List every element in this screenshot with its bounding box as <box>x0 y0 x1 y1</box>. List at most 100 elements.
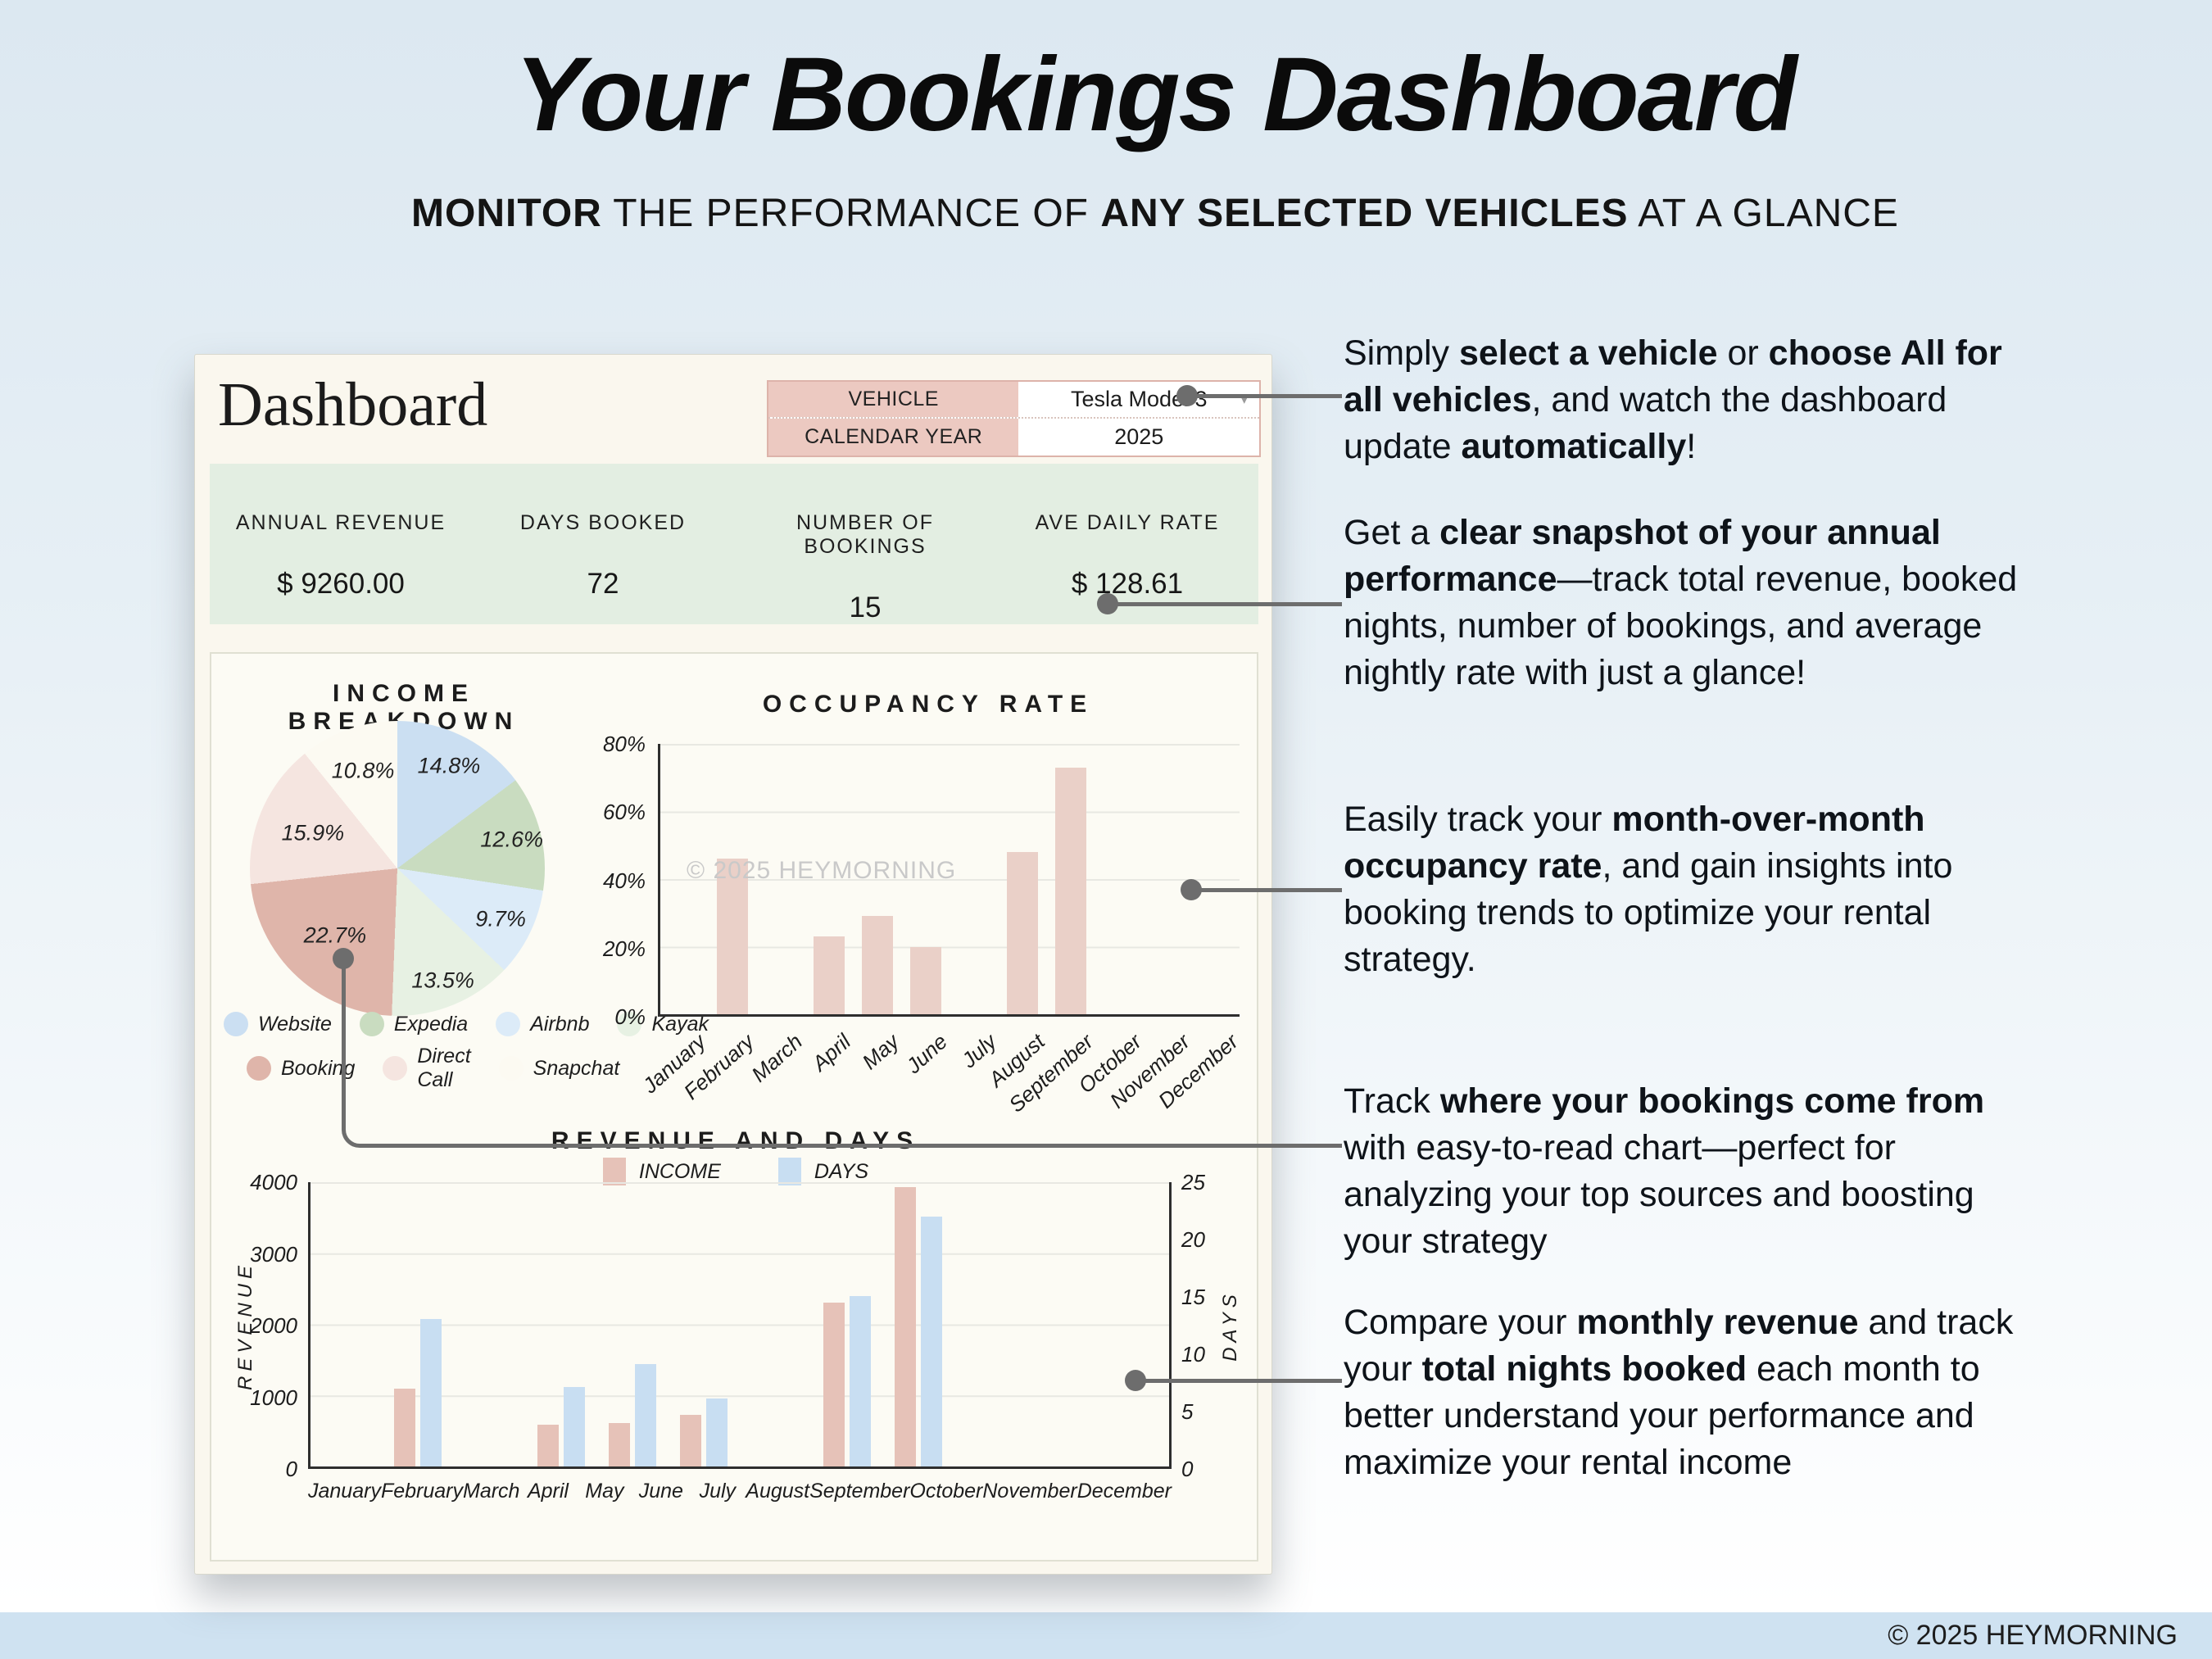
footer-copyright: © 2025 HEYMORNING <box>1888 1620 2178 1651</box>
revenue-xlabel-june: June <box>638 1480 683 1503</box>
revenue-days-chart <box>308 1182 1172 1469</box>
charts-panel: INCOME BREAKDOWN 14.8% 12.6% 9.7% 13.5% 22.7… <box>210 652 1258 1562</box>
days-ytick: 15 <box>1181 1285 1205 1309</box>
occupancy-ytick: 20% <box>602 936 646 961</box>
bar-may-income <box>608 1423 630 1466</box>
revenue-column-february <box>382 1182 453 1466</box>
legend-item-snapchat: Snapchat <box>498 1045 620 1092</box>
legend-dot <box>383 1056 408 1081</box>
occupancy-bar-june <box>910 946 942 1014</box>
dashboard-heading: Dashboard <box>218 370 488 439</box>
occupancy-rate-title: OCCUPANCY RATE <box>762 691 1095 718</box>
pie-legend: Website Expedia Airbnb Kayak Booking Direct C… <box>224 1012 709 1100</box>
bar-september-days <box>921 1216 943 1466</box>
occupancy-bar-february <box>717 859 749 1014</box>
legend-label: Expedia <box>393 1012 469 1036</box>
occupancy-bar-april <box>814 936 845 1014</box>
vehicle-row: VEHICLE Tesla Model 3 ▾ <box>768 382 1259 419</box>
connector-line-revenue <box>1135 1379 1342 1383</box>
occupancy-ytick: 0% <box>614 1004 646 1029</box>
watermark: © 2025 HEYMORNING <box>687 857 957 884</box>
occupancy-rate-chart <box>658 744 1240 1017</box>
revenue-column-july <box>740 1182 811 1466</box>
pie-slice-label-website: 14.8% <box>417 753 481 777</box>
kpi-annual-revenue: ANNUAL REVENUE $ 9260.00 <box>235 511 446 600</box>
connector-line-vehicle <box>1187 394 1342 398</box>
revenue-column-november <box>1026 1182 1097 1466</box>
legend-label: Snapchat <box>533 1056 620 1080</box>
legend-dot <box>496 1012 521 1036</box>
vehicle-selector: VEHICLE Tesla Model 3 ▾ CALENDAR YEAR 20… <box>767 380 1261 457</box>
connector-dot-revenue <box>1125 1370 1146 1391</box>
vehicle-label: VEHICLE <box>768 382 1019 417</box>
legend-item-days: DAYS <box>777 1158 868 1185</box>
occupancy-ytick: 80% <box>602 732 646 756</box>
income-breakdown-title: INCOME BREAKDOWN <box>288 680 513 735</box>
revenue-column-december <box>1098 1182 1169 1466</box>
calendar-year-value: 2025 <box>1114 424 1164 449</box>
revenue-ytick: 2000 <box>250 1313 297 1338</box>
occupancy-column-may <box>854 744 902 1014</box>
annotation-monthly-revenue: Compare your monthly revenue and track y… <box>1344 1303 2014 1482</box>
dashboard-card: Dashboard VEHICLE Tesla Model 3 ▾ CALEND… <box>194 354 1272 1575</box>
legend-item-expedia: Expedia <box>359 1012 469 1036</box>
pie-chart <box>250 721 545 1016</box>
revenue-column-june <box>669 1182 740 1466</box>
legend-label: Direct Call <box>417 1045 471 1091</box>
connector-dot-vehicle <box>1176 385 1198 406</box>
days-ytick: 25 <box>1181 1170 1205 1194</box>
occupancy-bar-september <box>1054 767 1086 1014</box>
revenue-column-october <box>954 1182 1026 1466</box>
legend-label: Airbnb <box>530 1012 590 1036</box>
pie-slice-label-airbnb: 9.7% <box>475 906 526 931</box>
revenue-column-march <box>454 1182 525 1466</box>
pie-slice-label-expedia: 12.6% <box>480 827 543 852</box>
legend-dot <box>224 1012 248 1036</box>
pie-slice-label-kayak: 13.5% <box>411 968 474 993</box>
bar-april-income <box>537 1424 559 1466</box>
legend-label: INCOME <box>638 1159 721 1183</box>
days-ytick: 5 <box>1181 1399 1194 1424</box>
kpi-ave-daily-rate: AVE DAILY RATE $ 128.61 <box>1035 511 1220 600</box>
calendar-year-row: CALENDAR YEAR 2025 <box>768 419 1259 456</box>
legend-item-income: INCOME <box>602 1158 721 1185</box>
pie-slice-label-snapchat: 10.8% <box>331 758 395 783</box>
revenue-ytick: 3000 <box>250 1241 297 1267</box>
revenue-column-august <box>811 1182 882 1466</box>
bar-june-income <box>680 1414 702 1466</box>
connector-dot-pie <box>333 948 354 969</box>
kpi-days-booked: DAYS BOOKED 72 <box>519 511 687 600</box>
revenue-xlabel-november: November <box>982 1480 1077 1503</box>
vehicle-dropdown[interactable]: Tesla Model 3 ▾ <box>1018 382 1259 417</box>
footer-bar: © 2025 HEYMORNING <box>0 1612 2212 1659</box>
revenue-ytick: 1000 <box>250 1385 297 1410</box>
hero-header: Your Bookings Dashboard MONITOR THE PERF… <box>0 0 2212 236</box>
legend-dot <box>617 1012 642 1036</box>
occupancy-column-june <box>902 744 950 1014</box>
revenue-xlabel-march: March <box>463 1480 520 1503</box>
revenue-xlabel-february: February <box>380 1480 463 1503</box>
calendar-year-dropdown[interactable]: 2025 <box>1018 419 1259 456</box>
occupancy-column-september <box>1046 744 1095 1014</box>
legend-swatch <box>777 1158 801 1185</box>
revenue-xlabel-august: August <box>746 1480 810 1503</box>
bar-february-days <box>419 1318 442 1466</box>
revenue-column-september <box>883 1182 954 1466</box>
revenue-xlabel-may: May <box>585 1480 624 1503</box>
legend-label: Website <box>258 1012 332 1036</box>
annotation-occupancy: Easily track your month-over-month occup… <box>1344 800 1953 979</box>
occupancy-column-april <box>805 744 854 1014</box>
legend-item-direct-call: Direct Call <box>383 1045 471 1092</box>
legend-dot <box>247 1056 271 1081</box>
bar-june-days <box>706 1398 728 1466</box>
bar-february-income <box>393 1388 415 1466</box>
revenue-days-legend: INCOME DAYS <box>211 1158 1260 1185</box>
income-breakdown-pie: 14.8% 12.6% 9.7% 13.5% 22.7% 15.9% 10.8% <box>250 721 545 1016</box>
bar-september-income <box>895 1187 917 1466</box>
revenue-column-april <box>525 1182 596 1466</box>
page-title: Your Bookings Dashboard <box>514 36 1797 153</box>
pie-slice-label-direct-call: 15.9% <box>281 820 345 845</box>
connector-dot-kpi <box>1097 593 1118 614</box>
annotation-select-vehicle: Simply select a vehicle or choose All fo… <box>1344 333 2002 466</box>
